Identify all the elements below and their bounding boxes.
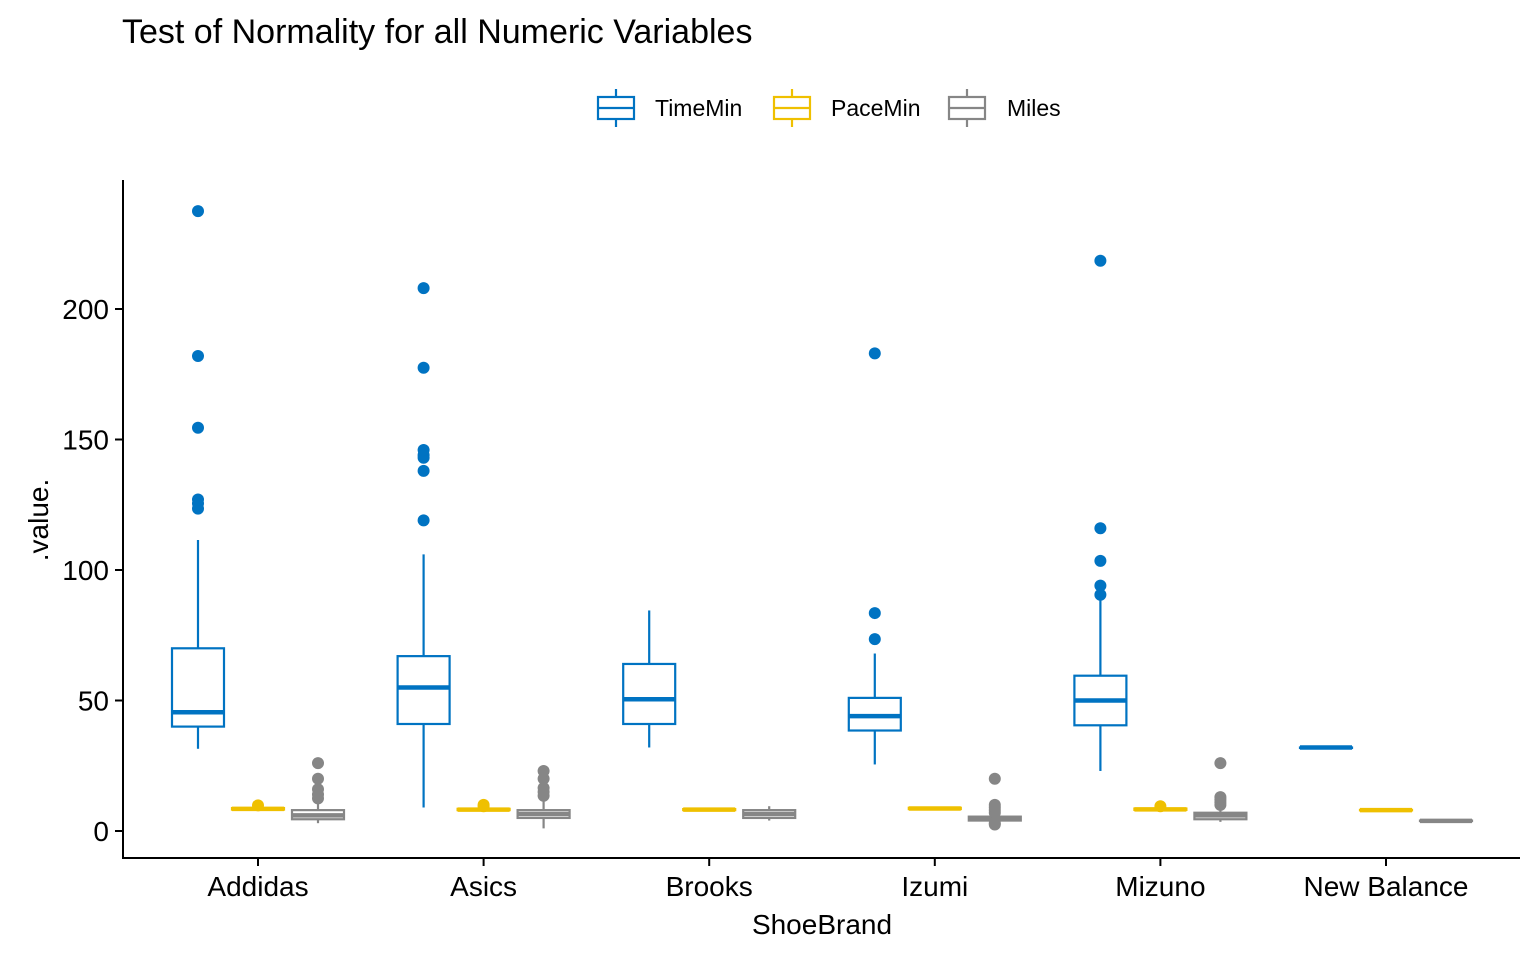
box-pacemin-new-balance — [1358, 807, 1414, 813]
y-axis-label: .value. — [23, 479, 54, 562]
y-tick-label: 0 — [93, 816, 109, 847]
outlier-point — [1214, 757, 1227, 770]
legend: TimeMin PaceMin Miles — [596, 89, 1061, 127]
outlier-point — [417, 464, 430, 477]
outlier-point — [1094, 579, 1107, 592]
y-tick-label: 150 — [62, 425, 109, 456]
outlier-point — [192, 205, 204, 218]
legend-item-timemin: TimeMin — [596, 89, 742, 127]
outlier-point — [988, 772, 1001, 785]
y-tick-label: 200 — [62, 294, 109, 325]
x-tick-label: Addidas — [207, 871, 308, 902]
axes — [122, 180, 1520, 859]
box-timemin-brooks — [622, 610, 677, 748]
box-miles-mizuno — [1193, 757, 1248, 822]
outlier-point — [192, 349, 204, 362]
legend-label: Miles — [1007, 95, 1061, 121]
chart-title: Test of Normality for all Numeric Variab… — [122, 13, 752, 51]
box-pacemin-asics — [456, 798, 511, 813]
box-timemin-mizuno — [1073, 254, 1128, 771]
box-body — [622, 662, 677, 726]
y-tick-label: 100 — [62, 555, 109, 586]
outlier-point — [537, 764, 550, 777]
box-body — [396, 655, 451, 726]
legend-item-pacemin: PaceMin — [772, 89, 920, 127]
box-timemin-new-balance — [1298, 745, 1354, 750]
outlier-point — [312, 772, 324, 785]
outlier-point — [1094, 522, 1107, 535]
box-body — [170, 647, 226, 728]
outlier-point — [312, 783, 324, 796]
box-miles-brooks — [742, 806, 797, 821]
x-tick-label: Asics — [450, 871, 517, 902]
y-tick-label: 50 — [78, 686, 109, 717]
box-miles-new-balance — [1418, 818, 1474, 824]
legend-label: PaceMin — [831, 95, 920, 121]
outlier-point — [1094, 554, 1107, 567]
legend-label: TimeMin — [655, 95, 742, 121]
outlier-point — [988, 817, 1001, 830]
outlier-point — [192, 493, 204, 506]
x-tick-label: New Balance — [1304, 871, 1469, 902]
box-pacemin-brooks — [682, 807, 737, 812]
outlier-point — [417, 514, 430, 527]
outlier-point — [477, 798, 490, 811]
x-tick-label: Izumi — [901, 871, 968, 902]
box-timemin-asics — [396, 282, 451, 808]
box-miles-asics — [516, 764, 571, 829]
outlier-point — [1094, 588, 1107, 601]
box-timemin-addidas — [170, 205, 226, 749]
outlier-point — [537, 781, 550, 794]
outlier-point — [252, 799, 264, 812]
outlier-point — [868, 633, 881, 646]
outlier-point — [1094, 254, 1107, 267]
legend-item-miles: Miles — [947, 89, 1061, 127]
outlier-point — [988, 798, 1001, 811]
outlier-point — [192, 421, 204, 434]
outlier-point — [417, 361, 430, 374]
outlier-point — [312, 757, 324, 770]
outlier-point — [417, 282, 430, 295]
box-pacemin-mizuno — [1133, 800, 1188, 813]
outlier-point — [868, 347, 881, 360]
x-tick-label: Brooks — [666, 871, 753, 902]
outlier-point — [1154, 800, 1167, 813]
box-timemin-izumi — [847, 347, 902, 765]
box-miles-izumi — [967, 772, 1022, 831]
outlier-point — [1214, 791, 1227, 804]
box-pacemin-addidas — [230, 799, 286, 812]
x-tick-label: Mizuno — [1115, 871, 1205, 902]
outlier-point — [868, 607, 881, 620]
outlier-point — [417, 443, 430, 456]
plot-area: 0 50 100 150 200 Addidas Asics Brooks Izumi Mizun… — [62, 205, 1474, 902]
box-pacemin-izumi — [907, 806, 962, 811]
x-axis-label: ShoeBrand — [752, 909, 892, 940]
box-miles-addidas — [290, 757, 346, 824]
